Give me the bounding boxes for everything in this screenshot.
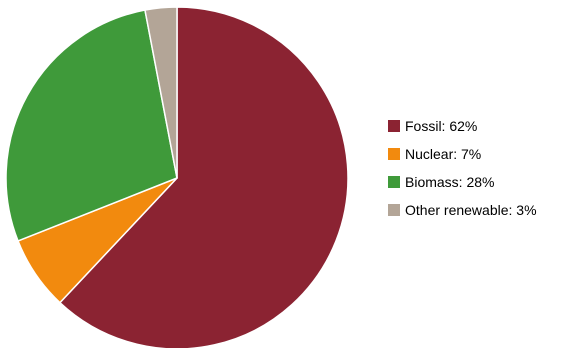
legend-item-fossil: Fossil: 62% <box>388 118 477 134</box>
legend-swatch-nuclear <box>388 148 400 160</box>
pie-slice-biomass <box>5 9 178 242</box>
legend-swatch-biomass <box>388 176 400 188</box>
legend-label-nuclear: Nuclear: 7% <box>405 146 481 162</box>
legend-item-nuclear: Nuclear: 7% <box>388 146 481 162</box>
legend-swatch-fossil <box>388 120 400 132</box>
legend-label-other-renewable: Other renewable: 3% <box>405 202 537 218</box>
legend-item-other-renewable: Other renewable: 3% <box>388 202 537 218</box>
pie-slices <box>5 6 349 348</box>
pie-slice-fossil <box>59 6 349 348</box>
legend-label-biomass: Biomass: 28% <box>405 174 494 190</box>
pie-slice-other-renewable <box>144 6 178 179</box>
legend: Fossil: 62% Nuclear: 7% Biomass: 28% Other … <box>388 118 537 218</box>
legend-swatch-other-renewable <box>388 204 400 216</box>
legend-label-fossil: Fossil: 62% <box>405 118 477 134</box>
legend-item-biomass: Biomass: 28% <box>388 174 494 190</box>
